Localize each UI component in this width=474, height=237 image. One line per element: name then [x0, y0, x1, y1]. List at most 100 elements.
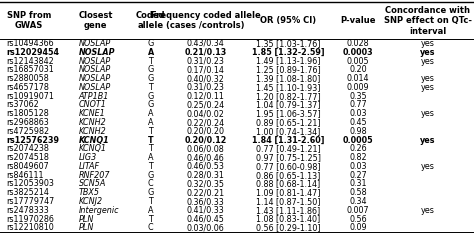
Text: 0.28/0.31: 0.28/0.31	[187, 171, 225, 180]
Text: rs10919071: rs10919071	[7, 92, 55, 101]
Text: 0.20/0.12: 0.20/0.12	[184, 136, 227, 145]
Text: T: T	[148, 57, 153, 66]
Text: 0.89 [0.65-1.21]: 0.89 [0.65-1.21]	[256, 118, 320, 127]
Text: rs12053903: rs12053903	[7, 179, 55, 188]
Text: 1.35 [1.03-1.76]: 1.35 [1.03-1.76]	[256, 39, 320, 48]
Text: G: G	[148, 39, 154, 48]
Text: NOSLAP: NOSLAP	[79, 39, 111, 48]
Text: ATP1B1: ATP1B1	[79, 92, 109, 101]
Text: yes: yes	[421, 109, 435, 118]
Text: 0.27: 0.27	[349, 171, 367, 180]
Text: 0.007: 0.007	[346, 206, 369, 215]
Text: KCNQ1: KCNQ1	[79, 144, 107, 153]
Text: 0.40/0.32: 0.40/0.32	[187, 74, 225, 83]
Text: 0.45: 0.45	[349, 118, 367, 127]
Text: G: G	[148, 92, 154, 101]
Text: NOSLAP: NOSLAP	[79, 74, 111, 83]
Text: C: C	[148, 223, 154, 232]
Text: 0.43/0.34: 0.43/0.34	[187, 39, 225, 48]
Text: 0.34: 0.34	[349, 197, 367, 206]
Text: KCNQ1: KCNQ1	[79, 136, 109, 145]
Text: T: T	[148, 197, 153, 206]
Text: A: A	[148, 153, 154, 162]
Text: SCN5A: SCN5A	[79, 179, 106, 188]
Text: SNP from
GWAS: SNP from GWAS	[7, 11, 51, 30]
Text: NOSLAP: NOSLAP	[79, 83, 111, 92]
Text: T: T	[148, 144, 153, 153]
Text: 1.49 [1.13-1.96]: 1.49 [1.13-1.96]	[256, 57, 320, 66]
Text: 0.46/0.53: 0.46/0.53	[187, 162, 225, 171]
Text: 1.95 [1.06-3.57]: 1.95 [1.06-3.57]	[256, 109, 320, 118]
Text: 0.41/0.33: 0.41/0.33	[187, 206, 225, 215]
Text: T: T	[148, 214, 153, 223]
Text: 0.32/0.35: 0.32/0.35	[187, 179, 225, 188]
Text: rs4657178: rs4657178	[7, 83, 49, 92]
Text: 0.88 [0.68-1.14]: 0.88 [0.68-1.14]	[256, 179, 320, 188]
Text: 1.84 [1.31-2.60]: 1.84 [1.31-2.60]	[252, 136, 324, 145]
Text: 0.31: 0.31	[349, 179, 367, 188]
Text: G: G	[148, 74, 154, 83]
Text: KCNE1: KCNE1	[79, 109, 105, 118]
Text: KCNH2: KCNH2	[79, 127, 106, 136]
Text: 0.0005: 0.0005	[343, 136, 374, 145]
Text: T: T	[148, 162, 153, 171]
Text: PLN: PLN	[79, 223, 94, 232]
Text: LIG3: LIG3	[79, 153, 97, 162]
Text: yes: yes	[421, 162, 435, 171]
Text: 0.21/0.13: 0.21/0.13	[184, 48, 227, 57]
Text: 0.009: 0.009	[346, 83, 369, 92]
Text: 0.98: 0.98	[349, 127, 367, 136]
Text: 0.31/0.23: 0.31/0.23	[187, 57, 225, 66]
Text: 0.31/0.23: 0.31/0.23	[187, 83, 225, 92]
Text: 0.46/0.46: 0.46/0.46	[187, 153, 225, 162]
Text: G: G	[148, 171, 154, 180]
Text: 0.35: 0.35	[349, 92, 367, 101]
Text: OR (95% CI): OR (95% CI)	[260, 16, 316, 25]
Text: rs12576239: rs12576239	[7, 136, 60, 145]
Text: rs2880058: rs2880058	[7, 74, 49, 83]
Text: rs1805128: rs1805128	[7, 109, 49, 118]
Text: Concordance with
SNP effect on QTc-
interval: Concordance with SNP effect on QTc- inte…	[384, 6, 472, 36]
Text: NOSLAP: NOSLAP	[79, 57, 111, 66]
Text: rs846111: rs846111	[7, 171, 44, 180]
Text: G: G	[148, 188, 154, 197]
Text: T: T	[148, 83, 153, 92]
Text: 0.0003: 0.0003	[343, 48, 374, 57]
Text: 0.014: 0.014	[347, 74, 369, 83]
Text: rs10494366: rs10494366	[7, 39, 54, 48]
Text: 1.20 [0.82-1.77]: 1.20 [0.82-1.77]	[256, 92, 320, 101]
Text: A: A	[148, 118, 154, 127]
Text: 0.17/0.14: 0.17/0.14	[187, 65, 225, 74]
Text: Closest
gene: Closest gene	[79, 11, 113, 30]
Text: 0.58: 0.58	[349, 188, 367, 197]
Text: yes: yes	[420, 136, 436, 145]
Text: Frequency coded allele
(cases /controls): Frequency coded allele (cases /controls)	[151, 11, 261, 30]
Text: G: G	[148, 65, 154, 74]
Text: 1.85 [1.32-2.59]: 1.85 [1.32-2.59]	[252, 48, 324, 57]
Text: A: A	[148, 48, 154, 57]
Text: 0.03: 0.03	[349, 162, 367, 171]
Text: rs8049607: rs8049607	[7, 162, 49, 171]
Text: 0.005: 0.005	[346, 57, 369, 66]
Text: TBX5: TBX5	[79, 188, 100, 197]
Text: CNOT1: CNOT1	[79, 100, 107, 109]
Text: 0.56: 0.56	[349, 214, 367, 223]
Text: rs12210810: rs12210810	[7, 223, 55, 232]
Text: 1.43 [1.11-1.86]: 1.43 [1.11-1.86]	[256, 206, 320, 215]
Text: LITAF: LITAF	[79, 162, 100, 171]
Text: 0.22/0.21: 0.22/0.21	[187, 188, 225, 197]
Text: 0.86 [0.65-1.13]: 0.86 [0.65-1.13]	[256, 171, 320, 180]
Text: 0.77: 0.77	[349, 100, 367, 109]
Text: rs2968863: rs2968863	[7, 118, 49, 127]
Text: T: T	[148, 136, 154, 145]
Text: P-value: P-value	[340, 16, 376, 25]
Text: rs11970286: rs11970286	[7, 214, 55, 223]
Text: rs16857031: rs16857031	[7, 65, 55, 74]
Text: 0.04/0.02: 0.04/0.02	[187, 109, 225, 118]
Text: RNF207: RNF207	[79, 171, 110, 180]
Text: 0.09: 0.09	[349, 223, 367, 232]
Text: rs12143842: rs12143842	[7, 57, 55, 66]
Text: 0.77 [0.60-0.98]: 0.77 [0.60-0.98]	[256, 162, 320, 171]
Text: 1.39 [1.08-1.80]: 1.39 [1.08-1.80]	[256, 74, 320, 83]
Text: rs17779747: rs17779747	[7, 197, 55, 206]
